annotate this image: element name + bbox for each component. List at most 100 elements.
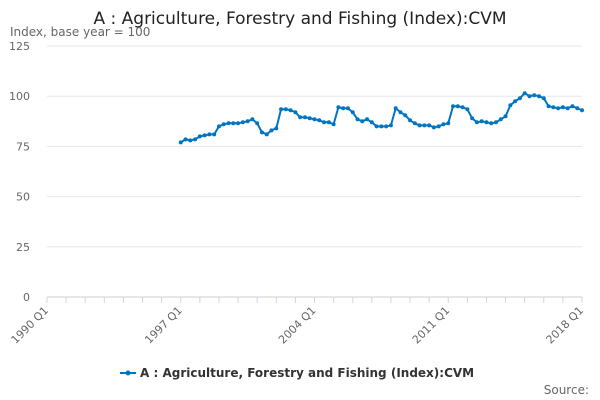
data-point [537,94,542,99]
data-point [565,106,570,111]
data-point [517,96,522,101]
data-point [264,132,269,137]
data-point [431,125,436,130]
data-point [474,120,479,125]
data-point [350,110,355,115]
y-tick-label: 125 [9,40,30,53]
data-point [436,124,441,129]
data-point [460,105,465,110]
data-point [197,134,202,139]
legend[interactable]: A : Agriculture, Forestry and Fishing (I… [120,366,474,380]
data-point [398,110,403,115]
data-point [374,124,379,129]
data-point [560,105,565,110]
data-point [355,117,360,122]
data-point [494,120,499,125]
y-axis-label: Index, base year = 100 [10,25,150,39]
data-point [470,116,475,121]
data-point [288,108,293,113]
data-point [369,120,374,125]
data-point [522,91,527,96]
data-point [580,108,584,113]
data-point [408,118,413,123]
data-point [479,119,484,124]
data-point [446,121,451,126]
y-tick-label: 0 [23,291,30,304]
data-point [298,115,303,120]
data-point [178,140,183,145]
data-point [212,132,217,137]
x-tick-label: 1997 Q1 [142,304,185,347]
data-point [508,103,513,108]
data-point [269,128,274,133]
data-point [293,110,298,115]
data-point [422,123,427,128]
data-point [240,120,245,125]
data-point [403,113,408,118]
data-point [379,124,384,129]
data-point [365,117,370,122]
data-point [388,123,393,128]
data-point [541,96,546,101]
data-point [188,138,193,143]
y-tick-label: 25 [16,241,30,254]
data-point [326,120,331,125]
data-point [513,99,518,104]
data-point [527,94,532,99]
data-point [331,122,336,127]
data-point [546,104,551,109]
data-point [283,107,288,112]
data-point [498,117,503,122]
data-point [455,104,460,109]
data-point [427,123,432,128]
data-point [183,137,188,142]
data-point [503,114,508,119]
data-point [412,121,417,126]
data-point [393,106,398,111]
data-point [274,126,279,131]
y-tick-label: 50 [16,191,30,204]
data-point [465,107,470,112]
data-point [317,118,322,123]
data-point [226,121,231,126]
data-point [259,130,264,135]
data-point [193,137,198,142]
data-point [417,123,422,128]
x-tick-label: 2011 Q1 [410,304,453,347]
data-point [236,121,241,126]
data-point [245,119,250,124]
data-point [279,107,284,112]
data-point [221,122,226,127]
data-point [255,121,260,126]
x-tick-label: 2004 Q1 [276,304,319,347]
data-point [307,116,312,121]
legend-marker-icon [125,370,131,376]
data-point [484,120,489,125]
data-point [441,122,446,127]
data-point [532,93,537,98]
data-point [451,104,456,109]
data-point [216,124,221,129]
data-point [341,106,346,111]
y-tick-label: 75 [16,140,30,153]
chart-title: A : Agriculture, Forestry and Fishing (I… [93,9,506,29]
data-point [570,104,575,109]
data-point [551,105,556,110]
data-point [336,105,341,110]
data-point [231,121,236,126]
data-point [360,119,365,124]
source-label: Source: [544,383,589,397]
data-point [207,132,212,137]
data-point [202,133,207,138]
data-point [556,106,561,111]
legend-label: A : Agriculture, Forestry and Fishing (I… [140,366,474,380]
y-tick-label: 100 [9,90,30,103]
data-point [250,117,255,122]
data-point [489,121,494,126]
x-tick-label: 2018 Q1 [544,304,587,347]
x-tick-label: 1990 Q1 [9,304,52,347]
data-point [575,106,580,111]
data-point [345,106,350,111]
data-point [302,115,307,120]
